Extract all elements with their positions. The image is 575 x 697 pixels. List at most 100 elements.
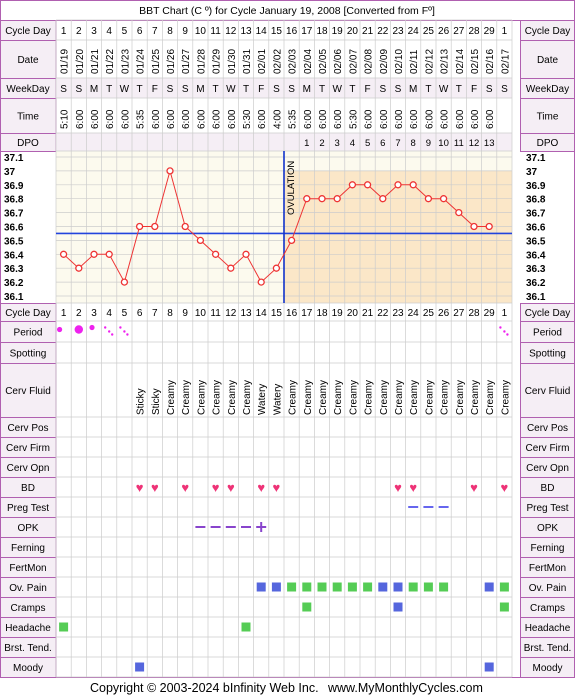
bd-heart-icon: ♥: [181, 480, 189, 495]
cerv-fluid-label: Creamy: [166, 380, 177, 415]
date-label: 02/15: [470, 49, 481, 74]
cycle-day-label: 1: [502, 26, 508, 37]
cerv-fluid-label: Creamy: [485, 380, 496, 415]
row-label-cell-right: [520, 363, 575, 418]
row-label-brst-tend: Brst. Tend.: [4, 643, 52, 654]
row-label-cerv-pos: Cerv Pos: [7, 423, 48, 434]
y-tick-label-right: 36.4: [526, 250, 546, 261]
dpo-label: 11: [454, 138, 464, 149]
ov-pain-green-marker: [499, 582, 509, 592]
time-label: 6:00: [409, 109, 420, 129]
y-tick-label-left: 36.6: [4, 223, 24, 234]
date-label: 02/14: [455, 49, 466, 74]
weekday-label: S: [75, 84, 82, 95]
dpo-label: 7: [395, 138, 400, 149]
cycle-day-label: 11: [210, 26, 221, 37]
date-label: 02/09: [379, 49, 390, 74]
ov-pain-green-marker: [363, 582, 373, 592]
weekday-label: F: [258, 84, 264, 95]
time-label: 6:00: [440, 109, 451, 129]
cycle-day-label-bottom: 15: [271, 308, 283, 319]
row-label-cerv-firm: Cerv Firm: [6, 443, 50, 454]
y-tick-label-right: 37.1: [526, 153, 546, 164]
time-label: 6:00: [166, 109, 177, 129]
ov-pain-green-marker: [317, 582, 327, 592]
row-label-moody: Moody: [13, 663, 43, 674]
time-label: 6:00: [90, 109, 101, 129]
period-mark-spotting: [123, 330, 126, 333]
cycle-day-label: 4: [106, 26, 112, 37]
row-label-right-cerv-pos: Cerv Pos: [527, 423, 568, 434]
row-label-right-time: Time: [537, 112, 559, 123]
weekday-label: W: [226, 84, 236, 95]
dpo-label: 10: [438, 138, 449, 149]
period-mark-spotting: [104, 326, 107, 329]
row-label-ov-pain: Ov. Pain: [9, 583, 47, 594]
row-label-right-preg-test: Preg Test: [526, 503, 568, 514]
date-label: 02/16: [485, 49, 496, 74]
weekday-label: W: [439, 84, 449, 95]
cycle-day-label: 3: [91, 26, 97, 37]
weekday-label: S: [273, 84, 280, 95]
cycle-day-label-bottom: 21: [362, 308, 374, 319]
row-label-date: Date: [17, 55, 39, 66]
headache-green-marker: [241, 622, 251, 632]
date-label: 01/21: [90, 49, 101, 74]
time-label: 6:00: [257, 109, 268, 129]
row-label-right-bd: BD: [541, 483, 555, 494]
row-label-ferning: Ferning: [11, 543, 45, 554]
period-mark-spotting: [111, 333, 114, 336]
time-label: 6:00: [470, 109, 481, 129]
y-tick-label-left: 36.1: [4, 292, 24, 303]
y-tick-label-left: 37: [4, 167, 16, 178]
cerv-fluid-label: Creamy: [303, 380, 314, 415]
time-label: 6:00: [424, 109, 435, 129]
moody-blue-marker: [135, 662, 145, 672]
date-label: 01/22: [105, 49, 116, 74]
time-label: 5:35: [288, 109, 299, 129]
period-mark-spotting: [503, 330, 506, 333]
row-label-cramps: Cramps: [10, 603, 45, 614]
dpo-label: 2: [319, 138, 324, 149]
cycle-day-label-bottom: 24: [408, 308, 420, 319]
time-label: 5:30: [348, 109, 359, 129]
temperature-point: [227, 264, 235, 272]
time-label: 6:00: [455, 109, 466, 129]
cycle-day-label: 2: [76, 26, 82, 37]
date-label: 02/04: [303, 49, 314, 74]
cycle-day-label: 12: [225, 26, 237, 37]
y-tick-label-right: 36.8: [526, 195, 546, 206]
cerv-fluid-label: Creamy: [333, 380, 344, 415]
plot-bg-post-top: [284, 151, 512, 171]
period-mark-heavy: [89, 324, 95, 331]
cycle-day-label: 14: [256, 26, 268, 37]
weekday-label: T: [349, 84, 355, 95]
cramps-blue-marker: [393, 602, 403, 612]
ov-pain-green-marker: [439, 582, 449, 592]
cycle-day-label: 9: [182, 26, 188, 37]
date-label: 01/23: [120, 49, 131, 74]
temperature-point: [257, 278, 265, 286]
cerv-fluid-label: Creamy: [288, 380, 299, 415]
bd-heart-icon: ♥: [257, 480, 265, 495]
date-label: 02/08: [364, 49, 375, 74]
y-tick-label-left: 36.2: [4, 278, 24, 289]
cycle-day-label: 15: [271, 26, 283, 37]
weekday-label: M: [303, 84, 311, 95]
cycle-day-label: 7: [152, 26, 158, 37]
dpo-label: 9: [426, 138, 431, 149]
dpo-label: 12: [469, 138, 480, 149]
y-tick-label-right: 36.6: [526, 223, 546, 234]
temperature-point: [120, 278, 129, 286]
dpo-label: 4: [350, 138, 355, 149]
temperature-point: [105, 250, 113, 258]
row-label-spotting: Spotting: [10, 349, 47, 360]
cycle-day-label-bottom: 27: [453, 308, 465, 319]
cycle-day-label-bottom: 25: [423, 308, 435, 319]
cycle-day-label: 26: [438, 26, 450, 37]
weekday-label: M: [409, 84, 417, 95]
row-label-right-cycle-day: Cycle Day: [525, 26, 571, 37]
cycle-day-label-bottom: 2: [76, 308, 82, 319]
weekday-label: T: [425, 84, 431, 95]
cycle-day-label: 23: [392, 26, 404, 37]
